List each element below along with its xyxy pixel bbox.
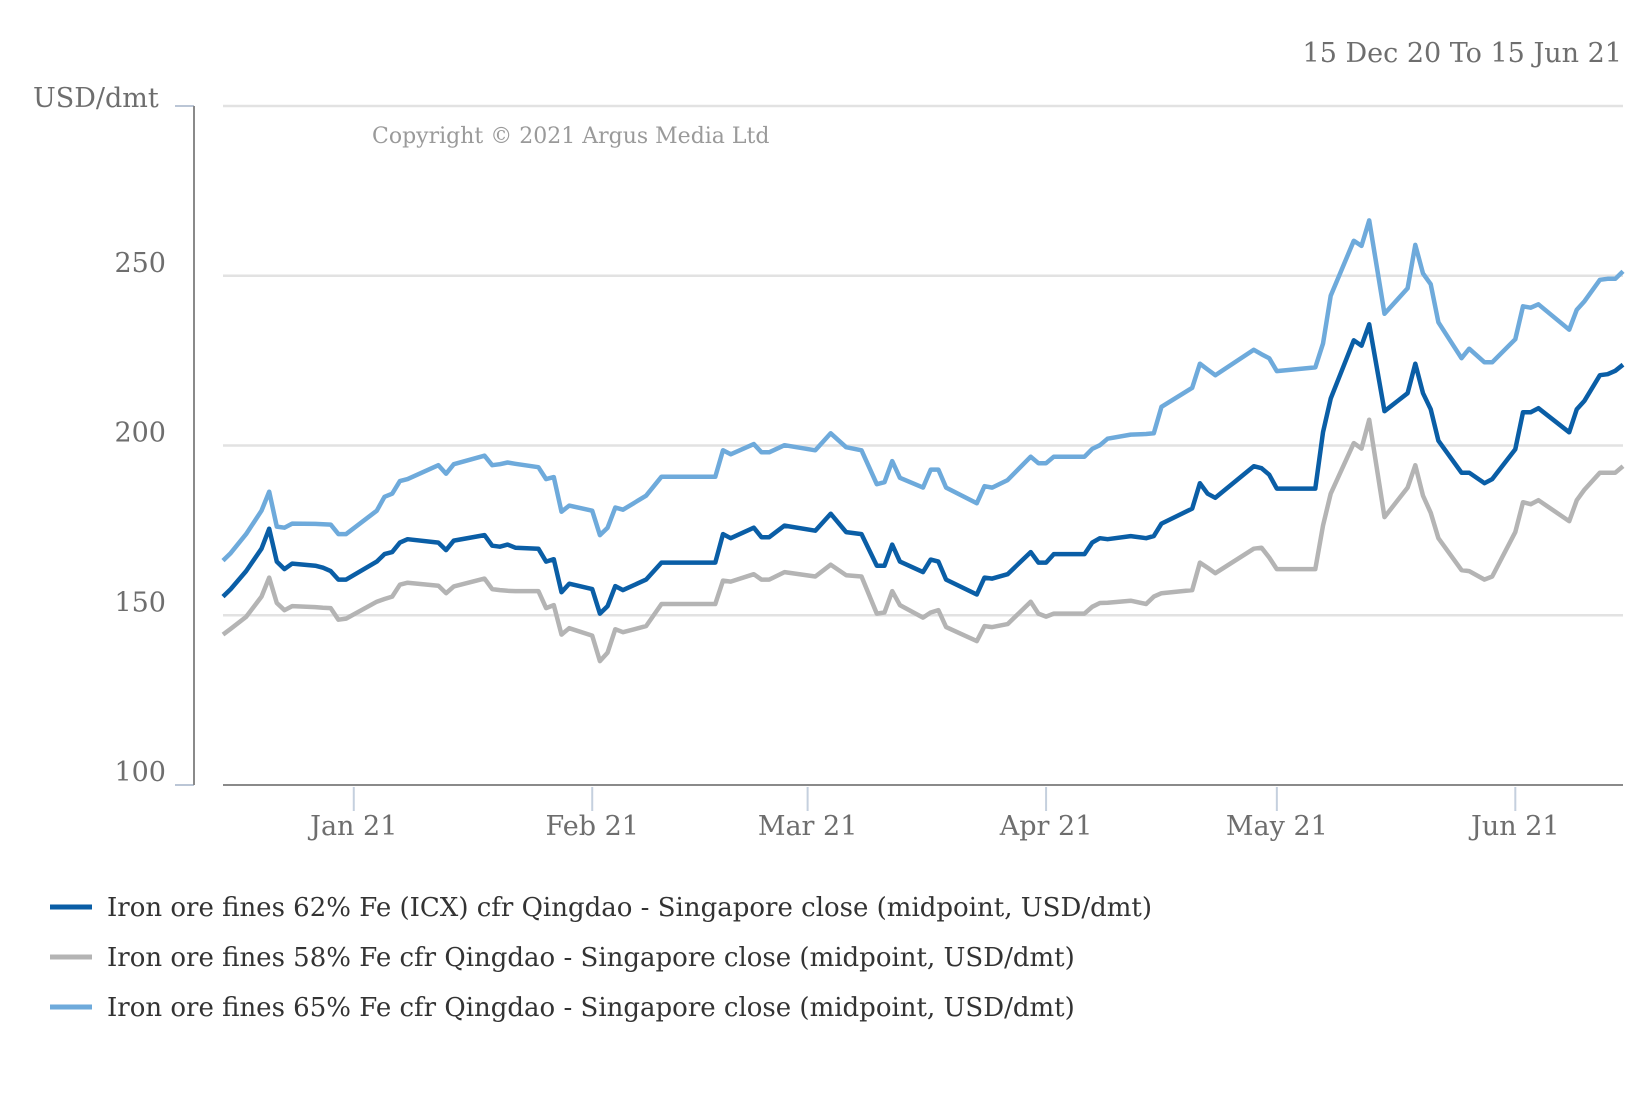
y-axis-ticks: 100 150 200 250 — [114, 105, 194, 788]
y-tick-label: 100 — [114, 757, 166, 788]
series-line-2 — [221, 218, 1625, 563]
legend-label: Iron ore fines 65% Fe cfr Qingdao - Sing… — [107, 993, 1075, 1023]
y-tick-label: 200 — [114, 418, 166, 449]
legend-label: Iron ore fines 58% Fe cfr Qingdao - Sing… — [107, 943, 1075, 973]
series-line-1 — [221, 417, 1625, 664]
y-tick-label: 250 — [114, 248, 166, 279]
series-line-0 — [221, 322, 1625, 616]
x-tick-label: Jun 21 — [1468, 811, 1560, 842]
date-range-label: 15 Dec 20 To 15 Jun 21 — [1303, 38, 1622, 69]
x-tick-label: Apr 21 — [999, 811, 1093, 842]
copyright-notice: Copyright © 2021 Argus Media Ltd — [372, 124, 769, 149]
y-axis-unit-label: USD/dmt — [33, 83, 159, 114]
x-tick-label: May 21 — [1226, 811, 1328, 842]
x-tick-label: Feb 21 — [545, 811, 638, 842]
legend-label: Iron ore fines 62% Fe (ICX) cfr Qingdao … — [107, 893, 1152, 923]
x-tick-label: Mar 21 — [758, 811, 858, 842]
legend: Iron ore fines 62% Fe (ICX) cfr Qingdao … — [50, 893, 1152, 1023]
x-axis-ticks: Jan 21 Feb 21 Mar 21 Apr 21 May 21 Jun 21 — [307, 787, 1560, 842]
y-tick-label: 150 — [114, 587, 166, 618]
x-tick-label: Jan 21 — [307, 811, 397, 842]
gridlines — [223, 104, 1623, 617]
series-lines — [221, 218, 1625, 664]
